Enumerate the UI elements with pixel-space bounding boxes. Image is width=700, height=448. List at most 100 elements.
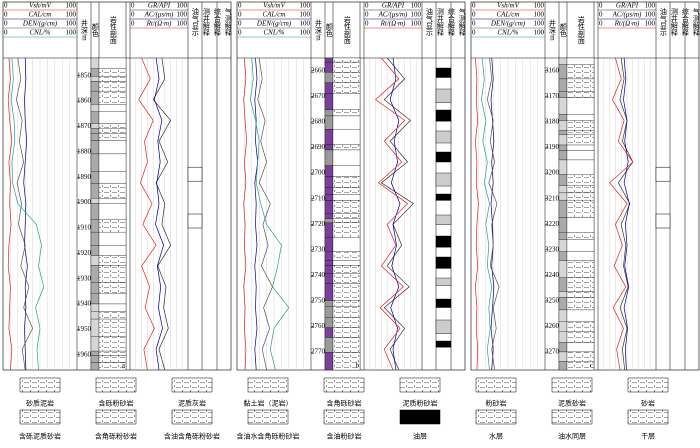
color-cell: [90, 76, 100, 82]
color-cell: [90, 171, 100, 184]
log-curve: [15, 57, 33, 371]
color-cell: [558, 91, 568, 98]
color-cell: [90, 255, 100, 266]
lithology-cell: [332, 265, 361, 274]
interpretation-block: [435, 235, 452, 248]
curve-name: DEN/(g/cm): [256, 20, 292, 28]
depth-label: 1930: [77, 274, 92, 282]
depth-label: 3200: [545, 169, 560, 177]
legend-swatch: [551, 409, 593, 425]
lithology-cell: [98, 311, 127, 320]
color-cell: [558, 144, 568, 151]
lithology-cell: [98, 57, 127, 70]
lithology-cell: [332, 61, 361, 73]
color-cell: [324, 176, 334, 188]
color-cell: [558, 64, 568, 80]
log-curve: [389, 57, 401, 371]
lithology-cell: [332, 109, 361, 117]
interpretation-block: [435, 193, 452, 201]
color-cell: [90, 219, 100, 233]
depth-label: 1920: [77, 249, 92, 257]
depth-label: 1890: [77, 173, 92, 181]
curve-min: 0: [365, 2, 369, 10]
color-cell: [324, 222, 334, 238]
depth-label: 2680: [311, 118, 326, 126]
log-curve: [617, 57, 634, 371]
curve-min: 0: [472, 2, 476, 10]
legend-swatch: [247, 409, 289, 425]
depth-label: 1850: [77, 71, 92, 79]
lithology-cell: [98, 303, 127, 312]
lithology-cell: [566, 130, 595, 135]
curve-name: CNL/%: [263, 29, 284, 37]
color-cell: [90, 362, 100, 371]
interpretation-block: [435, 298, 452, 308]
color-cell: [558, 150, 568, 161]
color-cell: [558, 134, 568, 146]
color-cell: [324, 300, 334, 307]
color-cell: [324, 218, 334, 224]
curve-max: 100: [534, 2, 545, 10]
color-cell: [324, 57, 334, 63]
interpretation-block: [435, 214, 452, 225]
legend-swatch: [171, 409, 213, 425]
curve-min: 0: [472, 29, 476, 37]
legend-swatch: [19, 409, 61, 425]
lithology-cell: [566, 331, 595, 343]
lithology-cell: [98, 255, 127, 266]
lithology-cell: [332, 72, 361, 83]
column-header: 气测解释: [458, 7, 466, 37]
color-cell: [324, 260, 334, 266]
interpretation-block: [435, 88, 452, 103]
color-cell: [324, 149, 334, 166]
column-header: 井深/m: [314, 18, 322, 41]
lithology-cell: [566, 185, 595, 194]
column-header: 颜色: [91, 22, 99, 37]
depth-label: 3160: [545, 66, 560, 74]
lithology-cell: [98, 265, 127, 283]
color-cell: [558, 159, 568, 175]
curve-max: 100: [300, 2, 311, 10]
color-cell: [558, 232, 568, 240]
interpretation-block: [655, 213, 671, 229]
curve-name: Rt/(Ω·m): [380, 20, 406, 28]
lithology-cell: [566, 97, 595, 115]
lithology-cell: [332, 213, 361, 219]
lithology-cell: [566, 260, 595, 278]
curve-name: DEN/(g/cm): [22, 20, 58, 28]
lithology-cell: [98, 111, 127, 124]
lithology-cell: [566, 321, 595, 332]
color-cell: [324, 144, 334, 151]
color-cell: [324, 283, 334, 301]
legend-label: 泥质粉砂岩: [403, 399, 438, 408]
lithology-cell: [566, 232, 595, 240]
lithology-cell: [566, 309, 595, 322]
legend-label: 泥质砂岩: [558, 399, 586, 408]
interpretation-block: [435, 256, 452, 269]
curve-min: 0: [4, 11, 8, 19]
color-cell: [324, 165, 334, 177]
color-cell: [90, 183, 100, 199]
curve-min: 0: [365, 11, 369, 19]
log-curve: [375, 57, 409, 371]
legend-label: 含砾泥质砂岩: [19, 432, 61, 441]
depth-label: 2670: [311, 92, 326, 100]
depth-label: 2660: [311, 66, 326, 74]
curve-name: CNL/%: [29, 29, 50, 37]
lithology-cell: [566, 144, 595, 151]
lithology-cell: [98, 183, 127, 199]
color-cell: [558, 291, 568, 298]
legend-swatch: [627, 409, 669, 425]
color-cell: [90, 303, 100, 312]
log-curve: [486, 57, 500, 371]
legend-swatch: [399, 377, 441, 393]
curve-name: Rt/(Ω·m): [614, 20, 640, 28]
curve-max: 100: [66, 29, 77, 37]
curve-min: 0: [4, 29, 8, 37]
depth-label: 3180: [545, 118, 560, 126]
color-cell: [90, 350, 100, 356]
depth-label: 3170: [545, 92, 560, 100]
color-cell: [558, 120, 568, 131]
lithology-cell: [566, 91, 595, 98]
color-cell: [90, 282, 100, 294]
